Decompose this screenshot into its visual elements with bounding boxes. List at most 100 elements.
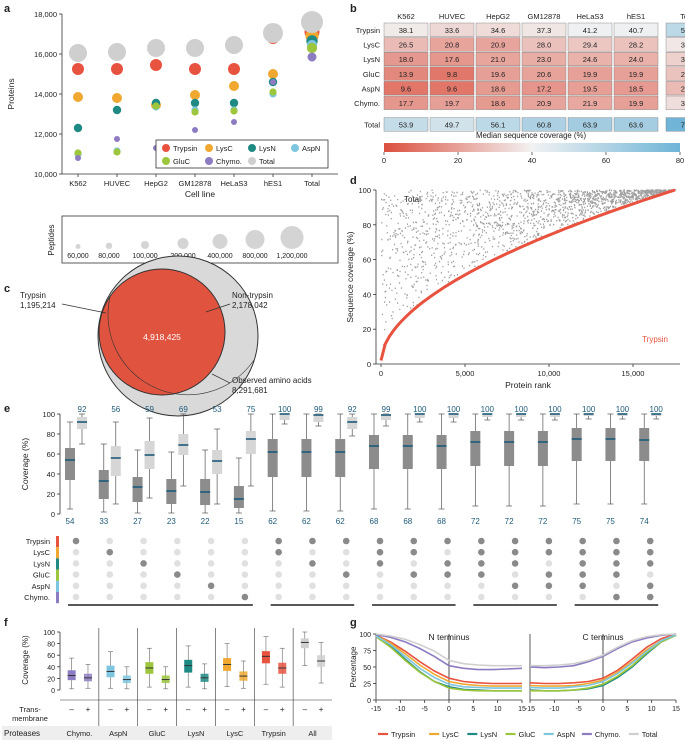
e-matrix-dot xyxy=(545,548,553,556)
e-matrix-dot xyxy=(545,571,553,578)
f-tm-sign: + xyxy=(124,705,129,714)
b-row-header: AspN xyxy=(362,84,380,93)
e-bottom-median: 62 xyxy=(302,517,311,526)
f-tm-sign: – xyxy=(69,705,74,714)
e-matrix-dot xyxy=(444,582,451,590)
e-matrix-dot xyxy=(376,560,384,567)
e-matrix-dot xyxy=(140,548,147,556)
b-cell-value: 9.8 xyxy=(447,70,457,79)
a-peptides-bubble xyxy=(245,230,265,249)
e-matrix-dot xyxy=(72,548,80,556)
a-point-Chymo. xyxy=(231,119,237,125)
b-cell-value: 37.4 xyxy=(681,41,685,50)
b-cell xyxy=(521,22,567,37)
e-box-single xyxy=(132,477,143,502)
b-cell-value: 9.6 xyxy=(447,84,457,93)
e-box-single xyxy=(605,428,616,461)
e-box-union xyxy=(110,446,121,476)
e-ytick-label: 100 xyxy=(42,410,55,419)
g-line-Chymo. xyxy=(375,633,523,671)
e-bottom-median: 62 xyxy=(268,517,277,526)
e-matrix-dot xyxy=(613,582,620,590)
b-cell xyxy=(429,81,475,96)
b-cell xyxy=(383,66,429,81)
a-point-Trypsin xyxy=(111,63,123,75)
b-cell xyxy=(521,66,567,81)
e-matrix-color-strip xyxy=(56,558,59,570)
a-point-Chymo. xyxy=(307,52,317,62)
g-xtick-label: -5 xyxy=(422,706,428,713)
b-cell xyxy=(613,66,659,81)
a-ytick-label: 12,000 xyxy=(34,130,57,139)
e-box-union xyxy=(414,414,425,418)
e-bottom-median: 74 xyxy=(640,517,649,526)
e-box-union xyxy=(583,414,594,416)
e-box-single xyxy=(639,428,650,461)
b-cell xyxy=(613,37,659,52)
e-matrix-dot xyxy=(309,582,316,590)
g-line-Trypsin xyxy=(375,634,522,685)
e-bottom-median: 54 xyxy=(66,517,75,526)
b-cell-value: 38.1 xyxy=(399,26,414,35)
e-ytick-label: 0 xyxy=(51,510,55,519)
b-cell xyxy=(567,95,613,110)
e-top-median: 100 xyxy=(582,405,596,414)
a-point-GluC xyxy=(230,107,238,115)
f-protease-label: Proteases xyxy=(4,729,40,738)
e-top-median: 59 xyxy=(145,405,154,414)
g-legend-label: Chymo. xyxy=(595,730,621,739)
e-matrix-dot xyxy=(511,593,519,601)
b-cell xyxy=(665,52,685,67)
e-matrix-dot xyxy=(579,593,586,601)
e-box-single xyxy=(369,435,379,469)
g-line-Total xyxy=(530,633,677,667)
e-matrix-dot xyxy=(342,593,350,601)
d-ytick-label: 20 xyxy=(363,325,371,334)
e-matrix-dot xyxy=(174,571,181,578)
e-matrix-dot xyxy=(613,593,620,601)
a-point-Total xyxy=(186,39,204,57)
a-legend-box xyxy=(155,139,329,169)
c-trypsin-leader xyxy=(61,303,107,314)
a-point-Trypsin xyxy=(72,63,84,75)
e-bottom-median: 68 xyxy=(437,517,446,526)
b-cell xyxy=(429,66,475,81)
a-ytick-label: 14,000 xyxy=(34,90,57,99)
a-peptides-bubble xyxy=(141,241,149,249)
e-box-union xyxy=(313,414,324,422)
b-colorbar-title: Median sequence coverage (%) xyxy=(476,131,586,140)
e-matrix-dot xyxy=(444,571,451,578)
a-ylabel: Proteins xyxy=(6,78,16,109)
a-peptides-bubble xyxy=(177,238,189,249)
d-ylabel: Sequence coverage (%) xyxy=(345,231,355,322)
b-cell xyxy=(613,52,659,67)
g-legend-label: AspN xyxy=(557,730,575,739)
e-bottom-median: 33 xyxy=(99,517,108,526)
b-cell xyxy=(429,117,475,132)
e-matrix-row-label: AspN xyxy=(32,582,50,591)
a-xtick-label: K562 xyxy=(69,179,87,188)
e-matrix-dot xyxy=(342,537,350,545)
b-cell-value: 28.0 xyxy=(537,41,552,50)
b-cell-value: 41.2 xyxy=(583,26,598,35)
e-matrix-dot xyxy=(275,537,282,545)
a-legend-swatch xyxy=(205,157,213,165)
e-matrix-dot xyxy=(106,548,114,556)
b-cell-value: 60.8 xyxy=(537,121,552,130)
e-matrix-dot xyxy=(444,560,451,567)
b-cell-value: 63.6 xyxy=(629,121,644,130)
e-matrix-dot xyxy=(174,582,181,590)
b-cell-value: 56.1 xyxy=(491,121,506,130)
c-observed-leader xyxy=(211,373,231,384)
e-matrix-dot xyxy=(106,560,114,567)
a-legend-label: LysN xyxy=(259,144,276,153)
e-matrix-dot xyxy=(174,548,181,556)
a-legend-label: Total xyxy=(259,157,275,166)
e-matrix-dot xyxy=(106,537,114,545)
g-xtick-label: 10 xyxy=(494,706,502,713)
a-point-GluC xyxy=(74,149,82,157)
e-matrix-dot xyxy=(376,593,384,601)
e-bottom-median: 68 xyxy=(403,517,412,526)
e-matrix-row-label: Trypsin xyxy=(26,537,50,546)
e-matrix-dot xyxy=(72,560,80,567)
